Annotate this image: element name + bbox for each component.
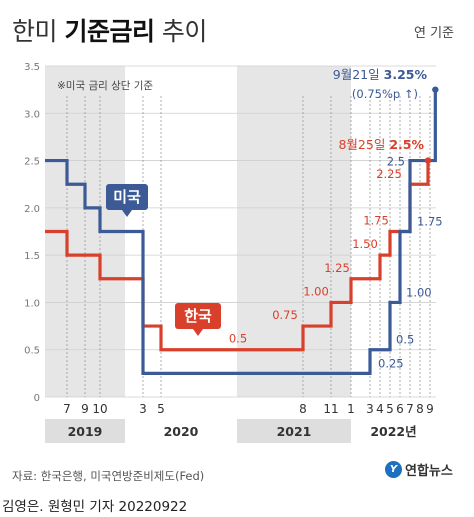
year-label-band bbox=[237, 419, 351, 443]
y-tick-label: 3.5 bbox=[24, 62, 40, 73]
kr-series-badge-pointer bbox=[193, 329, 203, 336]
kr-value-label: 0.75 bbox=[272, 308, 298, 322]
x-tick-label: 7 bbox=[63, 402, 71, 416]
us-latest-change: (0.75%p ↑) bbox=[352, 87, 418, 101]
year-label-band bbox=[125, 419, 237, 443]
kr-end-marker bbox=[424, 157, 432, 164]
us-value-label: 1.75 bbox=[417, 215, 443, 229]
x-tick-label: 8 bbox=[416, 402, 424, 416]
y-tick-label: 0.5 bbox=[24, 346, 40, 357]
y-tick-label: 1.5 bbox=[24, 251, 40, 262]
x-tick-label: 4 bbox=[376, 402, 384, 416]
x-tick-label: 7 bbox=[406, 402, 414, 416]
yonhap-logo-icon: Y bbox=[385, 461, 402, 478]
us-latest-callout: 9월21일 3.25% bbox=[333, 67, 428, 82]
x-tick-label: 8 bbox=[299, 402, 307, 416]
kr-latest-value: 2.5% bbox=[389, 137, 424, 152]
x-tick-label: 10 bbox=[92, 402, 107, 416]
source-note: 자료: 한국은행, 미국연방준비제도(Fed) bbox=[12, 469, 205, 483]
kr-value-label: 1.75 bbox=[363, 214, 389, 228]
kr-latest-date: 8월25일 bbox=[338, 137, 389, 152]
x-tick-label: 5 bbox=[157, 402, 165, 416]
kr-value-label: 1.00 bbox=[303, 284, 329, 298]
us-value-label: 1.00 bbox=[406, 285, 432, 299]
series-us-line bbox=[45, 89, 437, 375]
kr-series-badge-box bbox=[175, 303, 221, 329]
yonhap-logo-text: 연합뉴스 bbox=[405, 464, 453, 479]
credit-line: 김영은. 원형민 기자 20220922 bbox=[2, 499, 188, 515]
year-label-band bbox=[45, 419, 125, 443]
chart-title: 한미 기준금리 추이 bbox=[12, 12, 207, 48]
y-tick-label: 2.0 bbox=[24, 204, 40, 215]
kr-latest-callout: 8월25일 2.5% bbox=[338, 137, 424, 152]
us-value-label: 0.25 bbox=[378, 356, 404, 370]
us-series-badge: 미국 bbox=[106, 184, 148, 217]
us-latest-date: 9월21일 bbox=[333, 67, 384, 82]
us-series-badge-text: 미국 bbox=[113, 188, 141, 206]
year-label: 2019 bbox=[68, 424, 103, 439]
us-rate-note: ※미국 금리 상단 기준 bbox=[57, 80, 153, 92]
year-label: 2022년 bbox=[370, 424, 416, 439]
unit-label: 연 기준 bbox=[413, 26, 454, 41]
x-tick-label: 1 bbox=[347, 402, 355, 416]
title-suffix: 추이 bbox=[154, 17, 208, 46]
title-bold: 기준금리 bbox=[64, 17, 155, 46]
kr-value-label: 2.25 bbox=[376, 167, 402, 181]
us-latest-value: 3.25% bbox=[384, 67, 428, 82]
kr-series-badge-text: 한국 bbox=[184, 307, 212, 325]
x-tick-label: 9 bbox=[426, 402, 434, 416]
x-tick-label: 6 bbox=[396, 402, 404, 416]
kr-value-label: 1.50 bbox=[352, 237, 378, 251]
kr-series-badge: 한국 bbox=[175, 303, 221, 336]
us-series-badge-box bbox=[106, 184, 148, 210]
us-series-badge-pointer bbox=[122, 210, 132, 217]
year-label: 2021 bbox=[277, 424, 312, 439]
x-tick-label: 11 bbox=[323, 402, 338, 416]
y-tick-label: 0 bbox=[34, 393, 40, 404]
us-end-marker bbox=[432, 86, 439, 93]
title-prefix: 한미 bbox=[12, 17, 65, 46]
y-tick-label: 2.5 bbox=[24, 157, 40, 168]
yonhap-logo: Y 연합뉴스 bbox=[385, 460, 453, 479]
x-tick-label: 3 bbox=[139, 402, 147, 416]
kr-value-label: 1.25 bbox=[324, 261, 350, 275]
y-tick-label: 1.0 bbox=[24, 298, 40, 309]
year-label: 2020 bbox=[164, 424, 199, 439]
year-band-3 bbox=[237, 66, 351, 397]
us-value-label: 2.5 bbox=[387, 155, 405, 169]
y-tick-label: 3.0 bbox=[24, 109, 40, 120]
x-tick-label: 3 bbox=[366, 402, 374, 416]
x-tick-label: 5 bbox=[386, 402, 394, 416]
us-value-label: 0.5 bbox=[396, 333, 414, 347]
kr-value-label: 0.5 bbox=[229, 332, 247, 346]
year-label-band bbox=[351, 419, 436, 443]
x-tick-label: 9 bbox=[81, 402, 89, 416]
